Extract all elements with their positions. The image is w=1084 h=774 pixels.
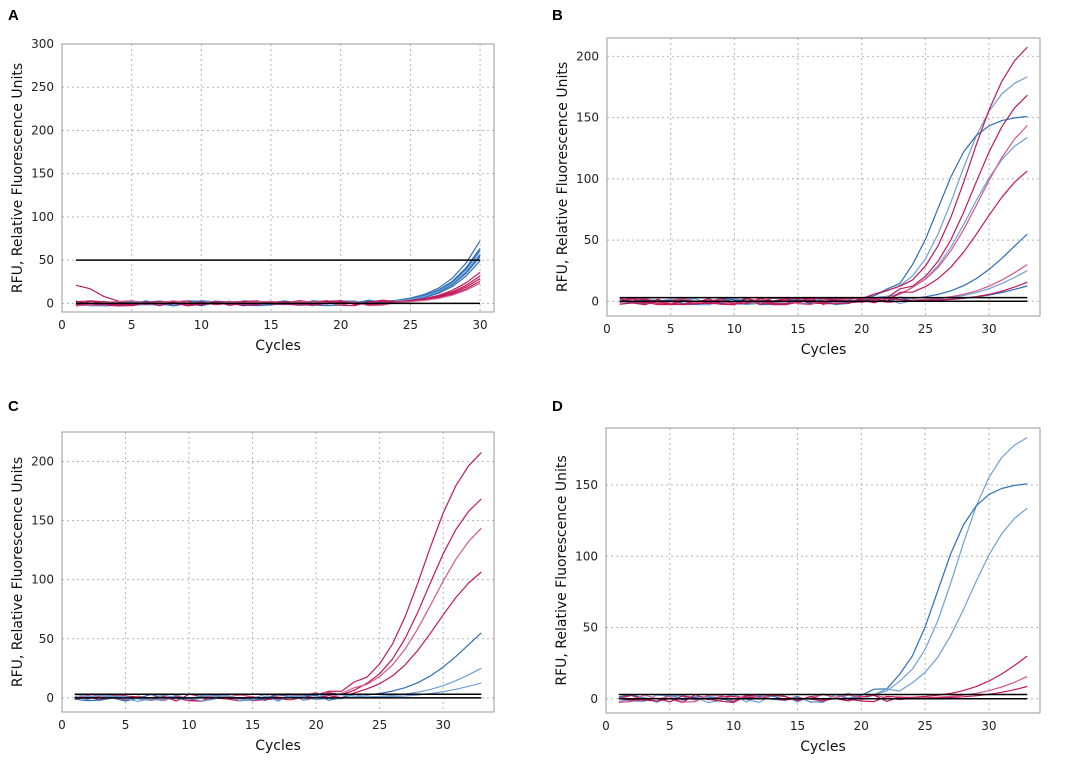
y-tick-label: 250 [31, 80, 54, 94]
x-tick-label: 30 [981, 719, 996, 733]
panel-a: A0 5 10 15 20 25 30050100150200250300CyclesRFU… [8, 7, 495, 354]
amplification-curve [618, 655, 1028, 704]
amplification-curve [74, 498, 482, 702]
amplification-curve [75, 253, 481, 307]
x-tick-label: 25 [918, 322, 933, 336]
y-axis-label: RFU, Relative Fluorescence Units [10, 457, 26, 687]
amplification-curve [75, 282, 481, 307]
x-tick-label: 20 [308, 718, 323, 732]
panel-letter: C [8, 398, 19, 415]
y-tick-label: 200 [31, 123, 54, 137]
x-tick-label: 5 [122, 718, 130, 732]
y-tick-label: 150 [575, 478, 598, 492]
plot-area [74, 452, 482, 702]
x-tick-label: 20 [333, 318, 348, 332]
panel-d: D 0 5 10 15 20 25 30 0 50 100 150 Cycles RFU, Relativ… [552, 398, 1041, 755]
y-tick-label: 150 [31, 167, 54, 181]
y-tick-label: 0 [46, 691, 54, 705]
y-tick-label: 100 [575, 549, 598, 563]
amplification-curve [75, 240, 481, 307]
panel-letter: D [552, 398, 563, 415]
y-tick-label: 100 [576, 172, 599, 186]
panel-b: B 0 5 10 15 20 25 30 0 50 100 150 200 Cycles RFU, Rela… [552, 7, 1041, 358]
x-tick-label: 10 [727, 322, 742, 336]
plot-frame [605, 427, 1041, 714]
amplification-curve [74, 682, 482, 702]
plot-area [618, 437, 1028, 704]
plot-frame [61, 431, 495, 713]
y-tick-label: 300 [31, 37, 54, 51]
y-tick-label: 50 [39, 253, 54, 267]
y-tick-label: 200 [31, 455, 54, 469]
early-artifact-curve [75, 284, 118, 302]
amplification-curve [74, 632, 482, 702]
x-tick-label: 20 [854, 719, 869, 733]
y-tick-label: 0 [591, 294, 599, 308]
y-tick-label: 0 [46, 296, 54, 310]
amplification-curve [619, 115, 1028, 306]
x-tick-label: 30 [981, 322, 996, 336]
y-tick-label: 150 [31, 514, 54, 528]
plot-frame [606, 37, 1041, 317]
y-tick-label: 0 [590, 692, 598, 706]
x-tick-label: 0 [58, 718, 66, 732]
x-tick-label: 15 [263, 318, 278, 332]
x-tick-label: 5 [666, 719, 674, 733]
y-axis-label: RFU, Relative Fluorescence Units [10, 63, 26, 293]
panel-c: C 0 5 10 15 20 25 30 0 50 100 150 200 Cycles RFU, Rela… [8, 398, 495, 754]
amplification-curve [618, 685, 1028, 704]
x-tick-label: 15 [790, 719, 805, 733]
x-axis-label: Cycles [800, 739, 846, 755]
x-tick-label: 10 [194, 318, 209, 332]
x-axis-label: Cycles [255, 338, 301, 354]
x-tick-label: 30 [436, 718, 451, 732]
x-axis-label: Cycles [801, 342, 847, 358]
y-tick-label: 100 [31, 573, 54, 587]
x-tick-label: 0 [58, 318, 66, 332]
plot-frame [61, 43, 495, 313]
amplification-curve [74, 452, 482, 702]
x-tick-label: 25 [917, 719, 932, 733]
x-axis-label: Cycles [255, 738, 301, 754]
x-tick-label: 25 [403, 318, 418, 332]
y-tick-label: 50 [584, 233, 599, 247]
plot-area [75, 240, 481, 307]
y-tick-label: 150 [576, 111, 599, 125]
amplification-curve [619, 264, 1028, 306]
x-tick-label: 0 [603, 322, 611, 336]
amplification-curve [618, 437, 1028, 704]
amplification-curve [619, 46, 1028, 305]
x-tick-label: 30 [472, 318, 487, 332]
amplification-curve [619, 125, 1028, 305]
amplification-curve [619, 94, 1028, 306]
amplification-curve [74, 527, 482, 701]
amplification-curve [618, 483, 1028, 703]
y-tick-label: 200 [576, 49, 599, 63]
y-axis-label: RFU, Relative Fluorescence Units [555, 62, 571, 292]
panel-letter: A [8, 7, 19, 24]
x-tick-label: 5 [667, 322, 675, 336]
x-tick-label: 0 [602, 719, 610, 733]
panel-letter: B [552, 7, 563, 24]
x-tick-label: 15 [790, 322, 805, 336]
y-axis-label: RFU, Relative Fluorescence Units [554, 455, 570, 685]
x-tick-label: 5 [128, 318, 136, 332]
y-tick-label: 100 [31, 210, 54, 224]
amplification-curve [619, 76, 1028, 306]
x-tick-label: 10 [181, 718, 196, 732]
amplification-curve [618, 507, 1028, 704]
plot-area [619, 46, 1028, 306]
y-tick-label: 50 [39, 632, 54, 646]
x-tick-label: 10 [726, 719, 741, 733]
x-tick-label: 15 [245, 718, 260, 732]
y-tick-label: 50 [583, 621, 598, 635]
x-tick-label: 25 [372, 718, 387, 732]
x-tick-label: 20 [854, 322, 869, 336]
